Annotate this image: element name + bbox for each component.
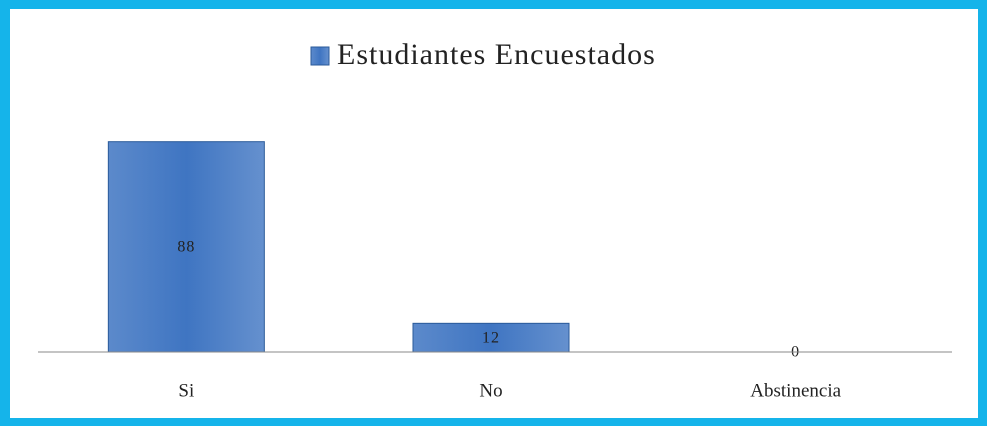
x-tick-label: Abstinencia	[750, 380, 841, 401]
data-label: 88	[177, 239, 195, 256]
legend-label: Estudiantes Encuestados	[337, 38, 656, 71]
x-tick-label: Si	[178, 380, 194, 401]
data-label: 12	[482, 329, 500, 346]
bar	[107, 141, 265, 353]
x-tick-label: No	[479, 380, 502, 401]
legend-marker	[310, 46, 330, 66]
bar	[412, 322, 570, 353]
